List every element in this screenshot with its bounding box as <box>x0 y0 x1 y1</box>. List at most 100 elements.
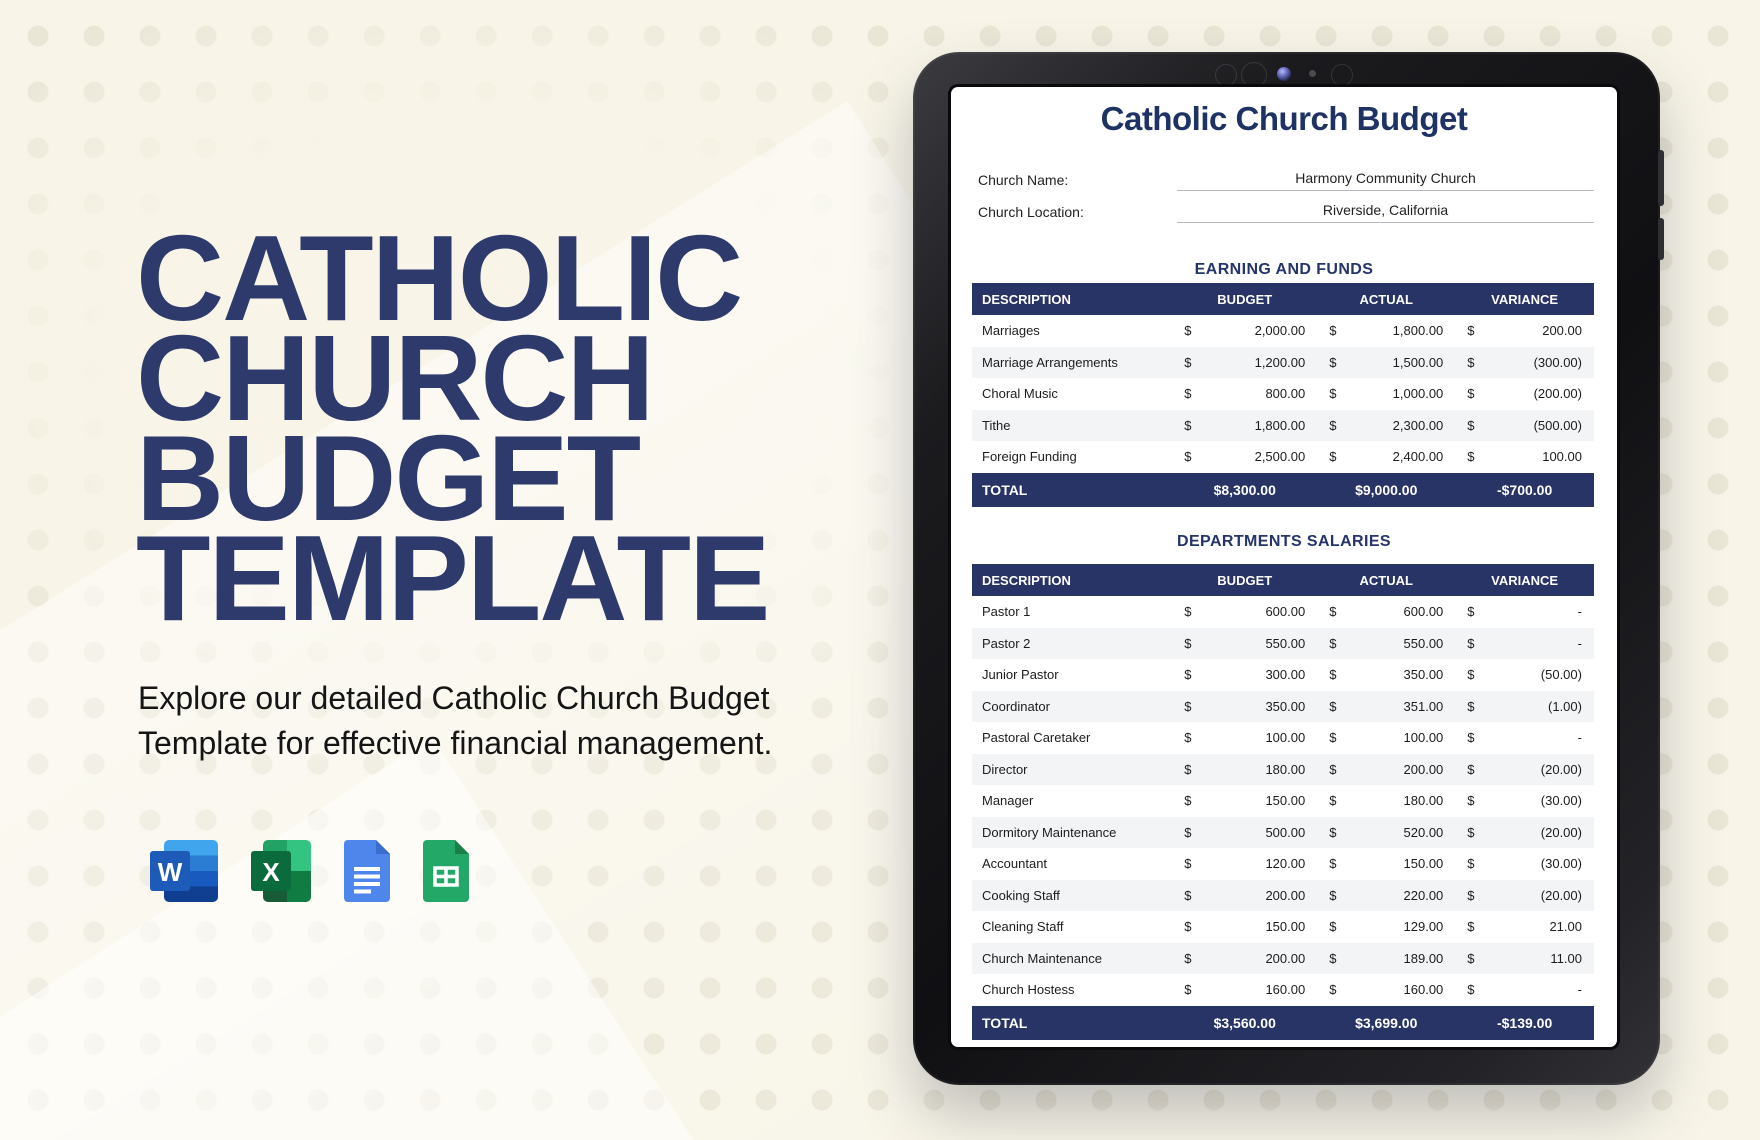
hero-title-line: CHURCH <box>136 310 655 446</box>
description-cell: Pastoral Caretaker <box>982 730 1091 746</box>
money-cell: $100.00 <box>1455 449 1594 464</box>
money-cell: $180.00 <box>1317 793 1455 808</box>
column-header-variance: VARIANCE <box>1491 291 1559 307</box>
money-cell: $150.00 <box>1172 919 1317 934</box>
money-value: 550.00 <box>1265 635 1306 651</box>
sensor-dot-icon <box>1309 70 1316 77</box>
table-header-row: DESCRIPTION BUDGET ACTUAL VARIANCE <box>972 564 1594 596</box>
currency-symbol: $ <box>1329 604 1337 620</box>
description-cell: Pastor 1 <box>982 604 1031 620</box>
microsoft-excel-icon[interactable]: X <box>251 840 311 907</box>
currency-symbol: $ <box>1329 354 1337 370</box>
column-header-budget: BUDGET <box>1217 291 1273 307</box>
currency-symbol: $ <box>1184 354 1192 370</box>
currency-symbol: $ <box>1329 950 1337 966</box>
total-variance-value: -$700.00 <box>1496 481 1553 498</box>
total-label: TOTAL <box>982 1014 1028 1031</box>
money-value: 600.00 <box>1265 604 1306 620</box>
money-cell: $800.00 <box>1172 386 1317 401</box>
hero-subtitle: Explore our detailed Catholic Church Bud… <box>138 676 772 766</box>
money-value: - <box>1577 982 1582 998</box>
microsoft-word-icon[interactable]: W <box>150 840 218 907</box>
money-cell: $1,500.00 <box>1317 355 1455 370</box>
church-location-label: Church Location: <box>978 204 1084 220</box>
money-value: - <box>1577 604 1582 620</box>
currency-symbol: $ <box>1329 698 1337 714</box>
money-cell: $150.00 <box>1172 793 1317 808</box>
money-value: 1,800.00 <box>1392 323 1444 339</box>
money-cell: $ - <box>1455 604 1594 619</box>
money-value: 129.00 <box>1403 919 1444 935</box>
money-value: 200.00 <box>1403 761 1444 777</box>
currency-symbol: $ <box>1467 635 1475 651</box>
money-value: 2,500.00 <box>1254 449 1306 465</box>
description-cell: Marriage Arrangements <box>982 354 1118 370</box>
money-value: 220.00 <box>1403 887 1444 903</box>
money-cell: $200.00 <box>1172 888 1317 903</box>
column-header-description: DESCRIPTION <box>982 291 1071 307</box>
tablet-device: Catholic Church Budget Church Name: Harm… <box>913 52 1664 1085</box>
description-cell: Cleaning Staff <box>982 919 1064 935</box>
table-total-row: TOTAL $3,560.00 $3,699.00 -$139.00 <box>972 1005 1594 1040</box>
description-cell: Tithe <box>982 417 1011 433</box>
hero-title-line: TEMPLATE <box>136 510 770 646</box>
money-cell: $ - <box>1455 730 1594 745</box>
description-cell: Church Maintenance <box>982 950 1102 966</box>
excel-letter: X <box>262 857 280 887</box>
currency-symbol: $ <box>1467 323 1475 339</box>
money-value: 100.00 <box>1542 449 1582 465</box>
church-location-row: Church Location: Riverside, California <box>951 202 1617 224</box>
column-header-variance: VARIANCE <box>1491 572 1559 588</box>
money-cell: $600.00 <box>1172 604 1317 619</box>
currency-symbol: $ <box>1184 667 1192 683</box>
table-row: Marriages $2,000.00 $1,800.00 $200.00 <box>972 315 1594 347</box>
money-value: 180.00 <box>1403 793 1444 809</box>
money-cell: $200.00 <box>1317 762 1455 777</box>
currency-symbol: $ <box>1467 667 1475 683</box>
money-cell: $ (20.00) <box>1455 825 1594 840</box>
table-row: Accountant $120.00 $150.00 $ (30.00) <box>972 848 1594 880</box>
money-value: (20.00) <box>1540 887 1582 903</box>
currency-symbol: $ <box>1329 982 1337 998</box>
money-cell: $351.00 <box>1317 699 1455 714</box>
church-name-value: Harmony Community Church <box>1177 170 1594 191</box>
money-value: 100.00 <box>1403 730 1444 746</box>
money-cell: $ (20.00) <box>1455 762 1594 777</box>
money-value: 180.00 <box>1265 761 1306 777</box>
currency-symbol: $ <box>1467 761 1475 777</box>
currency-symbol: $ <box>1184 887 1192 903</box>
currency-symbol: $ <box>1184 982 1192 998</box>
description-cell: Director <box>982 761 1028 777</box>
column-header-actual: ACTUAL <box>1359 572 1413 588</box>
currency-symbol: $ <box>1184 604 1192 620</box>
description-cell: Junior Pastor <box>982 667 1059 683</box>
google-sheets-icon[interactable] <box>423 840 469 907</box>
description-cell: Choral Music <box>982 386 1058 402</box>
currency-symbol: $ <box>1329 635 1337 651</box>
tablet-screen: Catholic Church Budget Church Name: Harm… <box>951 87 1617 1047</box>
section-title-earning-and-funds: EARNING AND FUNDS <box>1194 261 1374 278</box>
money-value: 160.00 <box>1265 982 1306 998</box>
currency-symbol: $ <box>1467 793 1475 809</box>
money-cell: $180.00 <box>1172 762 1317 777</box>
column-header-budget: BUDGET <box>1217 572 1273 588</box>
table-row: Tithe $1,800.00 $2,300.00 $ (500.00) <box>972 409 1594 441</box>
currency-symbol: $ <box>1467 982 1475 998</box>
money-value: (1.00) <box>1548 698 1582 714</box>
money-cell: $ (30.00) <box>1455 793 1594 808</box>
money-value: 21.00 <box>1549 919 1582 935</box>
total-variance-value: -$139.00 <box>1496 1014 1553 1031</box>
money-cell: $100.00 <box>1172 730 1317 745</box>
money-value: 200.00 <box>1265 950 1306 966</box>
column-header-actual: ACTUAL <box>1359 291 1413 307</box>
google-docs-icon[interactable] <box>344 840 390 907</box>
money-cell: $2,400.00 <box>1317 449 1455 464</box>
money-value: - <box>1577 635 1582 651</box>
money-cell: $100.00 <box>1317 730 1455 745</box>
table-row: Pastoral Caretaker $100.00 $100.00 $ - <box>972 722 1594 754</box>
money-value: 150.00 <box>1403 856 1444 872</box>
currency-symbol: $ <box>1467 698 1475 714</box>
money-cell: $ (20.00) <box>1455 888 1594 903</box>
table-row: Junior Pastor $300.00 $350.00 $ (50.00) <box>972 659 1594 691</box>
